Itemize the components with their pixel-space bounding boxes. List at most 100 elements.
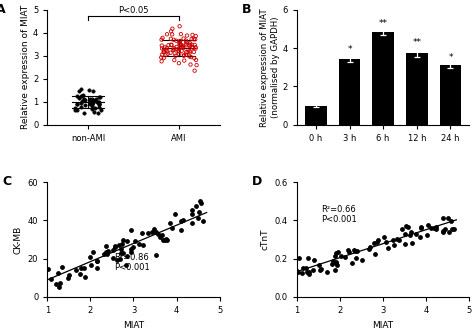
Point (54, 271, 62, 276)
Point (195, 210, 202, 215)
Point (164, 51, 172, 56)
Point (73, 267, 80, 272)
Text: **: ** (412, 38, 421, 47)
Point (175, 51, 183, 56)
Point (93, 258, 100, 263)
Point (44, 267, 51, 272)
Point (316, 268, 324, 273)
Text: D: D (252, 175, 263, 188)
Point (189, 45, 197, 50)
Point (159, 35, 166, 41)
Point (170, 46, 178, 51)
Point (162, 238, 169, 243)
Point (164, 43, 172, 48)
Point (119, 250, 127, 255)
Point (337, 253, 345, 258)
Point (127, 227, 135, 233)
Point (158, 233, 166, 238)
Point (163, 52, 170, 57)
Y-axis label: CK-MB: CK-MB (13, 225, 22, 254)
Point (88, 262, 95, 267)
Point (93, 258, 100, 263)
Point (164, 48, 171, 53)
Point (310, 257, 318, 263)
Point (180, 53, 188, 58)
Point (334, 262, 341, 268)
Point (168, 225, 175, 230)
Point (402, 223, 410, 228)
Point (186, 41, 194, 46)
Point (178, 45, 185, 50)
Point (401, 231, 409, 237)
Point (111, 243, 118, 248)
Point (171, 51, 178, 56)
Point (366, 244, 374, 249)
Point (304, 269, 311, 274)
Text: *: * (347, 45, 352, 54)
Point (393, 236, 401, 241)
Point (80, 110, 88, 116)
Point (189, 32, 196, 38)
Point (73, 101, 81, 106)
Point (178, 48, 185, 53)
Point (372, 251, 379, 256)
Point (80, 93, 87, 98)
Text: **: ** (379, 18, 388, 27)
Point (77, 100, 85, 105)
Point (186, 42, 193, 48)
Point (448, 226, 456, 232)
Point (156, 234, 164, 239)
Point (157, 55, 165, 60)
Point (185, 47, 192, 52)
Point (373, 239, 380, 245)
Point (328, 261, 336, 266)
Point (188, 44, 196, 50)
Point (91, 109, 98, 115)
Point (78, 94, 85, 99)
Point (177, 218, 185, 223)
Point (192, 45, 200, 50)
Point (187, 62, 194, 67)
Point (73, 102, 81, 107)
Point (305, 272, 313, 277)
Point (433, 226, 440, 232)
Point (86, 102, 93, 107)
Point (398, 226, 405, 232)
Point (191, 68, 199, 73)
Point (175, 48, 182, 53)
Point (432, 224, 440, 229)
Point (127, 249, 135, 255)
Bar (305, 106, 327, 125)
Point (158, 37, 165, 42)
Point (94, 265, 101, 270)
Point (167, 50, 174, 55)
Point (182, 43, 190, 48)
Point (89, 107, 96, 112)
Point (176, 24, 183, 29)
Point (192, 204, 200, 209)
Point (163, 237, 171, 243)
Point (186, 43, 193, 48)
Point (304, 255, 312, 261)
Point (94, 111, 101, 116)
Point (155, 232, 162, 237)
Point (353, 255, 360, 260)
Point (181, 58, 188, 63)
Point (344, 247, 352, 252)
Point (169, 47, 177, 52)
Text: B: B (242, 3, 252, 16)
Point (171, 57, 178, 63)
Point (102, 244, 109, 249)
Point (182, 38, 190, 43)
X-axis label: MIAT: MIAT (123, 320, 144, 330)
Point (173, 44, 181, 50)
Point (139, 242, 147, 248)
Point (64, 276, 72, 281)
Point (445, 215, 452, 221)
Point (95, 101, 103, 106)
Point (65, 272, 73, 277)
Point (382, 239, 390, 245)
Bar (372, 32, 394, 125)
Point (425, 222, 432, 228)
Point (192, 33, 200, 39)
